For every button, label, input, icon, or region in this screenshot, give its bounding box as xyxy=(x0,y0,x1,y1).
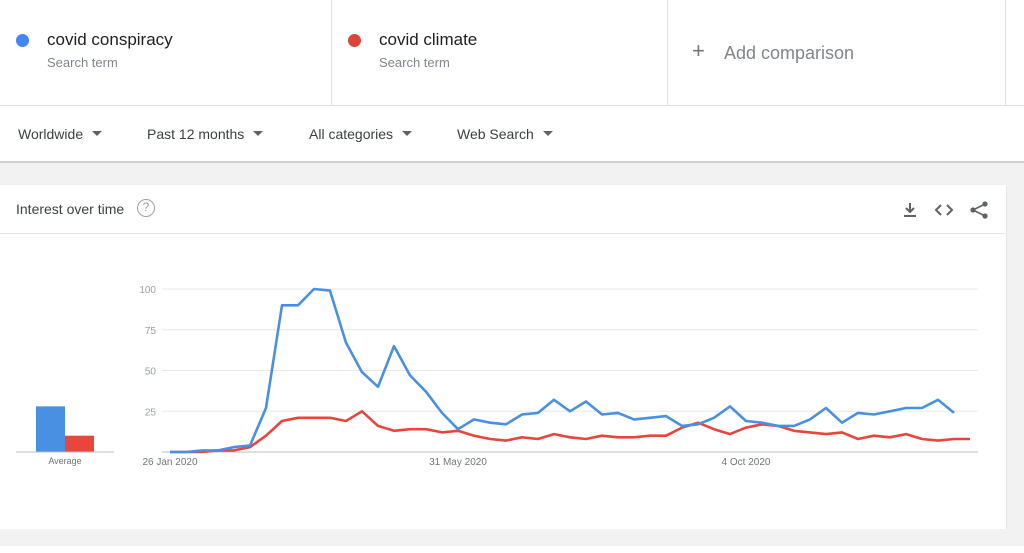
caret-down-icon xyxy=(402,130,413,136)
page-background xyxy=(0,529,1024,546)
time-range-value: Past 12 months xyxy=(147,126,245,142)
region-dropdown[interactable]: Worldwide xyxy=(18,126,103,142)
card-title: Interest over time xyxy=(16,201,125,217)
category-dropdown[interactable]: All categories xyxy=(309,126,413,142)
region-value: Worldwide xyxy=(18,126,84,142)
term-color-dot-red xyxy=(348,34,361,47)
x-tick-label: 31 May 2020 xyxy=(429,457,487,468)
time-range-dropdown[interactable]: Past 12 months xyxy=(147,126,264,142)
x-tick-label: 4 Oct 2020 xyxy=(722,457,771,468)
term-name: covid climate xyxy=(379,30,478,49)
plus-icon: + xyxy=(692,38,705,63)
average-label: Average xyxy=(48,456,81,466)
help-icon[interactable]: ? xyxy=(137,199,155,217)
card-header: Interest over time ? xyxy=(0,185,1006,234)
filters-bar: Worldwide Past 12 months All categories … xyxy=(0,106,1024,163)
term-type-label: Search term xyxy=(379,55,450,70)
x-tick-label: 26 Jan 2020 xyxy=(142,457,197,468)
y-tick-label: 50 xyxy=(145,367,157,378)
search-term-card-2[interactable]: covid climate Search term xyxy=(332,0,668,106)
search-type-value: Web Search xyxy=(457,126,534,142)
average-bar-covid-climate xyxy=(65,435,94,452)
interest-over-time-card: Interest over time ? 100 75 50 25 26 Jan 202… xyxy=(0,185,1006,529)
y-tick-label: 25 xyxy=(145,407,157,418)
category-value: All categories xyxy=(309,126,394,142)
term-name: covid conspiracy xyxy=(47,30,173,49)
add-comparison-label: Add comparison xyxy=(724,43,855,63)
series-line-covid-conspiracy xyxy=(170,287,955,454)
term-color-dot-blue xyxy=(16,34,29,47)
share-icon[interactable] xyxy=(968,199,990,221)
embed-code-icon[interactable] xyxy=(933,199,955,221)
average-bar-covid-conspiracy xyxy=(36,406,65,452)
search-type-dropdown[interactable]: Web Search xyxy=(457,126,553,142)
series-line-covid-climate xyxy=(170,410,970,454)
comparison-terms-bar: covid conspiracy Search term covid clima… xyxy=(0,0,1024,106)
caret-down-icon xyxy=(253,130,264,136)
y-tick-label: 100 xyxy=(139,285,156,296)
search-term-card-1[interactable]: covid conspiracy Search term xyxy=(0,0,332,106)
caret-down-icon xyxy=(542,130,553,136)
interest-line-chart: 100 75 50 25 26 Jan 2020 31 May 2020 4 Oct 202… xyxy=(16,285,978,468)
download-icon[interactable] xyxy=(899,199,921,221)
next-card-edge xyxy=(0,546,1024,553)
y-tick-label: 75 xyxy=(145,326,157,337)
term-type-label: Search term xyxy=(47,55,118,70)
add-comparison-button[interactable]: + Add comparison xyxy=(668,0,1006,106)
caret-down-icon xyxy=(92,130,103,136)
